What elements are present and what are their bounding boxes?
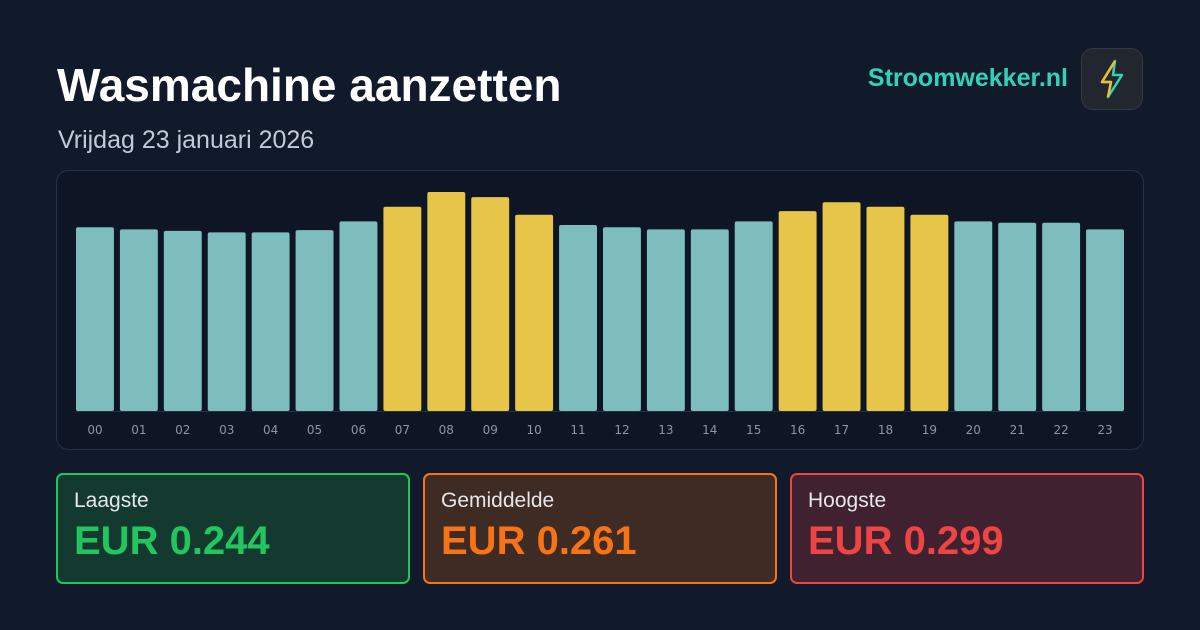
stat-value: EUR 0.244	[74, 519, 270, 563]
bar	[603, 227, 641, 411]
x-tick-label: 06	[351, 423, 366, 437]
bar	[383, 206, 422, 411]
bar	[163, 230, 202, 411]
stat-label: Gemiddelde	[441, 489, 555, 512]
x-tick-label: 20	[966, 423, 981, 437]
bar	[427, 192, 466, 411]
stat-card: Laagste EUR 0.244	[56, 473, 410, 584]
bar	[295, 230, 334, 411]
x-tick-label: 23	[1097, 423, 1112, 437]
x-tick-label: 21	[1010, 423, 1025, 437]
bar	[646, 229, 685, 411]
bar	[1042, 222, 1081, 411]
stat-label: Laagste	[74, 489, 149, 512]
x-tick-label: 19	[922, 423, 937, 437]
x-tick-label: 22	[1053, 423, 1068, 437]
stat-value: EUR 0.261	[441, 519, 637, 563]
stat-label: Hoogste	[808, 489, 887, 512]
x-tick-label: 17	[834, 423, 849, 437]
bar	[822, 202, 861, 411]
chart: 00 01 02 03 04 05 06 07 08 09 10 11 12 13 14 15 16 17 18 19…	[56, 170, 1144, 450]
stat-card: Hoogste EUR 0.299	[790, 473, 1144, 584]
bar	[954, 221, 993, 411]
x-tick-label: 05	[307, 423, 322, 437]
bar	[910, 214, 949, 411]
x-tick-label: 11	[570, 423, 585, 437]
bar	[866, 206, 905, 411]
x-tick-label: 13	[658, 423, 673, 437]
bar	[559, 225, 597, 411]
x-tick-label: 18	[878, 423, 893, 437]
x-tick-label: 07	[395, 423, 410, 437]
lightning-icon	[1100, 59, 1124, 99]
x-tick-label: 03	[219, 423, 234, 437]
x-tick-label: 00	[87, 423, 102, 437]
bar	[690, 229, 729, 411]
x-tick-label: 14	[702, 423, 717, 437]
bar	[251, 232, 290, 411]
bar	[207, 232, 246, 411]
subtitle: Vrijdag 23 januari 2026	[58, 126, 315, 154]
bar	[998, 222, 1037, 411]
bar	[515, 214, 554, 411]
stat-value: EUR 0.299	[808, 519, 1004, 563]
x-tick-label: 01	[131, 423, 146, 437]
brand: Stroomwekker.nl	[867, 64, 1068, 92]
x-tick-label: 04	[263, 423, 278, 437]
x-tick-label: 16	[790, 423, 805, 437]
bar	[1086, 229, 1124, 411]
x-tick-label: 10	[526, 423, 541, 437]
bar	[76, 227, 114, 411]
bar	[119, 229, 158, 411]
bar	[734, 221, 773, 411]
x-tick-label: 02	[175, 423, 190, 437]
bar	[471, 197, 510, 411]
stat-card: Gemiddelde EUR 0.261	[423, 473, 777, 584]
title: Wasmachine aanzetten	[57, 59, 562, 111]
x-tick-label: 15	[746, 423, 761, 437]
bar	[778, 211, 817, 411]
bar	[339, 221, 378, 411]
x-tick-label: 12	[614, 423, 629, 437]
x-tick-label: 09	[483, 423, 498, 437]
brand-icon	[1081, 48, 1143, 110]
x-tick-label: 08	[439, 423, 454, 437]
